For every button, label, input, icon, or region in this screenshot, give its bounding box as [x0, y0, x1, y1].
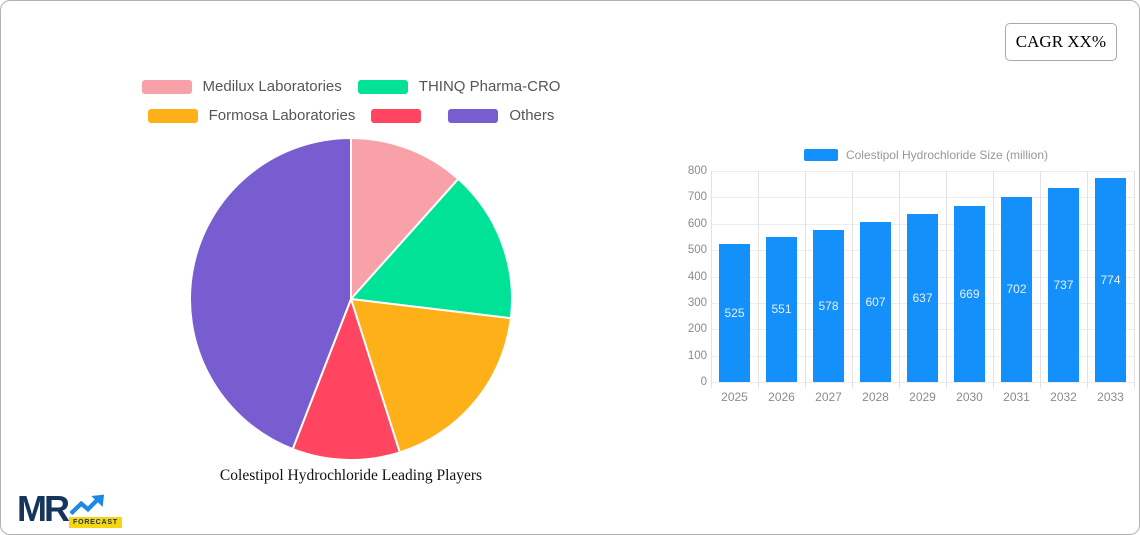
v-grid-line: [946, 171, 947, 388]
bar-legend-label: Colestipol Hydrochloride Size (million): [845, 148, 1049, 162]
legend-swatch-icon: [141, 80, 192, 94]
bar-plot-area: 525 2025 551 2026 578 2027 607 2028 637 2029 669 20…: [711, 171, 1135, 404]
logo-right-block: FORECAST: [69, 494, 122, 528]
x-tick-label: 2029: [909, 390, 936, 404]
x-tick-label: 2033: [1097, 390, 1124, 404]
x-tick-label: 2028: [862, 390, 889, 404]
legend-item[interactable]: Formosa Laboratories: [147, 107, 356, 124]
legend-item[interactable]: Medilux Laboratories: [141, 78, 342, 95]
v-grid-line: [758, 171, 759, 388]
pie-chart-panel: Medilux Laboratories THINQ Pharma-CRO Form…: [1, 1, 701, 534]
h-grid-line: [711, 382, 1134, 383]
legend-swatch-icon: [371, 109, 422, 123]
bar-value-label: 737: [1053, 277, 1074, 292]
bar[interactable]: 607: [860, 221, 891, 382]
v-grid-line: [1087, 171, 1088, 388]
bar-value-label: 702: [1006, 282, 1027, 297]
y-tick-label: 800: [687, 165, 707, 177]
v-grid-line: [852, 171, 853, 388]
bar-value-label: 637: [912, 291, 933, 305]
pie-slice[interactable]: [291, 298, 401, 461]
mr-forecast-logo: MR FORECAST: [17, 491, 122, 528]
y-tick-label: 300: [687, 296, 707, 309]
v-grid-line: [805, 171, 806, 388]
pie-slice[interactable]: [189, 137, 352, 451]
legend-item[interactable]: [371, 109, 432, 123]
v-grid-line: [711, 171, 712, 388]
bar-value-label: 578: [818, 298, 839, 313]
bar[interactable]: 774: [1095, 177, 1126, 382]
pie-chart-title: Colestipol Hydrochloride Leading Players: [219, 467, 483, 484]
y-tick-label: 600: [687, 217, 707, 230]
bar[interactable]: 551: [766, 236, 797, 382]
y-tick-label: 200: [687, 323, 707, 336]
pie-legend-row: Medilux Laboratories THINQ Pharma-CRO: [141, 78, 561, 95]
y-tick-label: 0: [700, 376, 707, 388]
bar[interactable]: 637: [907, 214, 938, 382]
legend-swatch-icon: [357, 80, 408, 94]
x-tick-label: 2032: [1050, 390, 1077, 404]
legend-swatch-icon: [147, 109, 198, 123]
legend-item[interactable]: Others: [448, 108, 554, 124]
pie-legend-row: Formosa Laboratories Others: [147, 107, 554, 124]
legend-item[interactable]: THINQ Pharma-CRO: [357, 78, 561, 95]
bar[interactable]: 702: [1001, 196, 1032, 382]
pie-legend: Medilux Laboratories THINQ Pharma-CRO Form…: [1, 79, 701, 124]
bar-chart-panel: Colestipol Hydrochloride Size (million) …: [681, 143, 1139, 418]
v-grid-line: [1134, 171, 1135, 388]
bar-value-label: 525: [724, 305, 745, 320]
y-tick-label: 700: [687, 191, 707, 204]
legend-item-label: Medilux Laboratories: [202, 78, 342, 95]
x-tick-label: 2030: [956, 390, 983, 404]
bar-value-label: 551: [771, 302, 792, 317]
x-tick-label: 2031: [1003, 390, 1030, 404]
legend-swatch-icon: [448, 109, 499, 123]
bar[interactable]: 737: [1048, 187, 1079, 382]
x-tick-label: 2027: [815, 390, 842, 404]
y-tick-label: 500: [687, 244, 707, 257]
h-grid-line: [711, 171, 1134, 172]
logo-forecast-text: FORECAST: [69, 517, 122, 528]
legend-item-label: Others: [509, 107, 555, 124]
x-tick-label: 2026: [768, 390, 795, 404]
bar-legend-swatch-icon: [803, 149, 838, 161]
bar-value-label: 607: [865, 294, 886, 309]
cagr-badge[interactable]: CAGR XX%: [1004, 23, 1117, 61]
bar[interactable]: 578: [813, 229, 844, 382]
pie-chart: [189, 137, 513, 461]
v-grid-line: [1040, 171, 1041, 388]
x-tick-label: 2025: [721, 390, 748, 404]
bar[interactable]: 669: [954, 205, 985, 382]
bar-y-axis: 0 100 200 300 400 500 600 700 800: [681, 165, 707, 388]
y-tick-label: 400: [687, 270, 707, 283]
trend-arrow-icon: [69, 494, 105, 516]
legend-item-label: Formosa Laboratories: [208, 107, 356, 124]
pie-slice[interactable]: [350, 177, 513, 320]
logo-mr-text: MR: [17, 488, 70, 529]
pie-slice[interactable]: [350, 137, 460, 300]
bar-value-label: 774: [1100, 272, 1121, 287]
h-grid-line: [711, 197, 1134, 199]
y-tick-label: 100: [687, 349, 707, 362]
bar-value-label: 669: [959, 286, 980, 301]
v-grid-line: [899, 171, 900, 388]
pie-slice[interactable]: [350, 298, 512, 454]
v-grid-line: [993, 171, 994, 388]
bar-legend-item[interactable]: Colestipol Hydrochloride Size (million): [681, 148, 1139, 162]
legend-item-label: THINQ Pharma-CRO: [418, 78, 561, 95]
bar[interactable]: 525: [719, 243, 750, 382]
